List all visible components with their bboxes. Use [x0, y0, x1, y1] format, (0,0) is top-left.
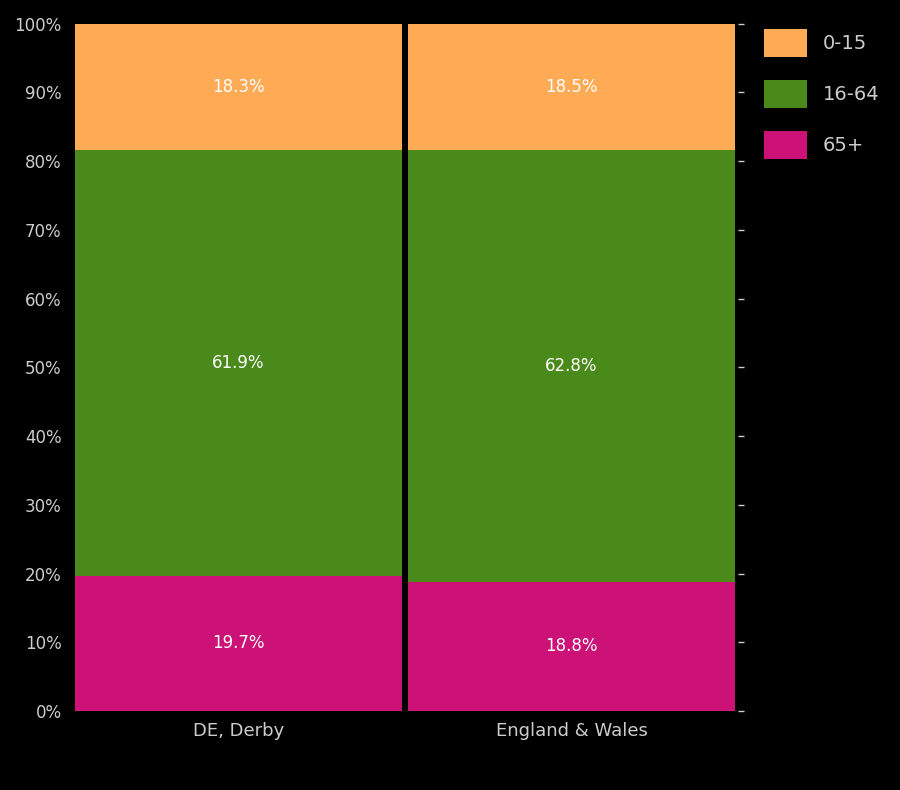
- Text: 62.8%: 62.8%: [545, 357, 598, 375]
- Bar: [409, 150, 734, 581]
- Legend: 0-15, 16-64, 65+: 0-15, 16-64, 65+: [754, 20, 889, 168]
- Text: 18.3%: 18.3%: [212, 78, 265, 96]
- Text: 61.9%: 61.9%: [212, 354, 265, 372]
- Bar: [76, 24, 401, 150]
- Bar: [409, 581, 734, 711]
- Bar: [76, 150, 401, 576]
- Text: 18.5%: 18.5%: [545, 77, 598, 96]
- Text: 18.8%: 18.8%: [545, 638, 598, 656]
- Bar: [76, 576, 401, 711]
- Text: 19.7%: 19.7%: [212, 634, 265, 653]
- Bar: [409, 23, 734, 150]
